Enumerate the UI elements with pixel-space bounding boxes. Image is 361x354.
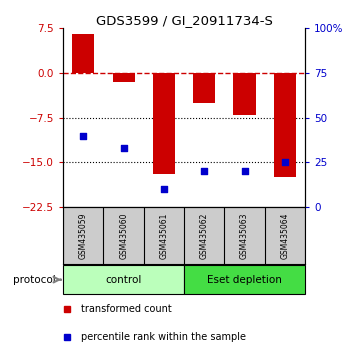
Point [161,186,167,192]
Text: GSM435059: GSM435059 [79,212,88,259]
Bar [234,73,256,115]
FancyBboxPatch shape [184,266,305,294]
Text: GSM435060: GSM435060 [119,212,128,259]
Bar [193,73,216,103]
Point [242,169,248,174]
Text: transformed count: transformed count [81,304,172,314]
Text: GSM435061: GSM435061 [160,212,169,259]
Bar [153,73,175,174]
Text: GSM435062: GSM435062 [200,212,209,259]
Bar [113,73,135,82]
Bar [72,34,95,73]
Title: GDS3599 / GI_20911734-S: GDS3599 / GI_20911734-S [96,14,273,27]
Point [81,133,86,138]
Point [201,169,207,174]
Text: control: control [105,275,142,285]
Bar [274,73,296,177]
Text: GSM435063: GSM435063 [240,212,249,259]
Text: protocol: protocol [13,275,56,285]
Text: Eset depletion: Eset depletion [207,275,282,285]
Point [121,145,126,151]
Point [282,160,288,165]
Text: percentile rank within the sample: percentile rank within the sample [81,332,246,342]
FancyBboxPatch shape [63,266,184,294]
Text: GSM435064: GSM435064 [280,212,290,259]
